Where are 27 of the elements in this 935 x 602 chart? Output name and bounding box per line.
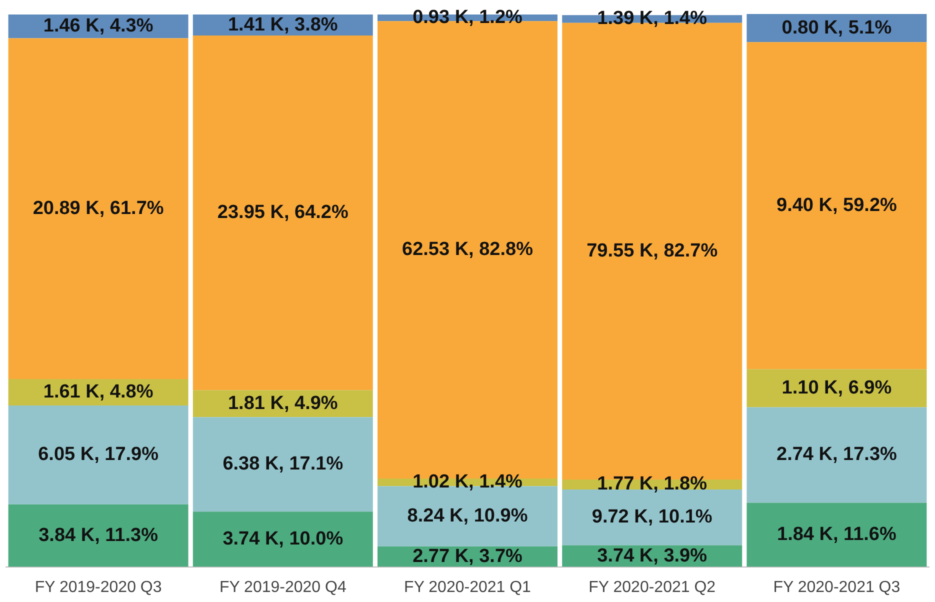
data-label: 62.53 K, 82.8% — [402, 239, 534, 260]
data-label: 3.74 K, 10.0% — [222, 528, 344, 550]
data-label: 0.80 K, 5.1% — [782, 17, 892, 38]
x-tick-label: FY 2020-2021 Q3 — [773, 578, 900, 596]
data-label: 1.81 K, 4.9% — [228, 392, 338, 414]
data-label: 2.77 K, 3.7% — [412, 546, 523, 567]
data-label: 79.55 K, 82.7% — [586, 240, 718, 262]
data-label: 1.41 K, 3.8% — [228, 14, 338, 36]
data-label: 1.61 K, 4.8% — [43, 382, 154, 403]
data-label: 1.10 K, 6.9% — [782, 377, 892, 398]
data-label: 20.89 K, 61.7% — [32, 198, 164, 219]
data-label: 8.24 K, 10.9% — [407, 506, 528, 527]
data-label: 6.38 K, 17.1% — [222, 454, 344, 475]
x-tick-label: FY 2020-2021 Q2 — [588, 578, 716, 596]
data-label: 9.72 K, 10.1% — [592, 506, 712, 528]
data-label: 23.95 K, 64.2% — [217, 202, 348, 224]
x-tick-label: FY 2019-2020 Q3 — [34, 578, 162, 596]
x-tick-label: FY 2020-2021 Q1 — [404, 578, 532, 596]
data-label: 1.46 K, 4.3% — [43, 16, 154, 37]
data-label: 3.74 K, 3.9% — [597, 545, 708, 566]
data-label: 1.77 K, 1.8% — [597, 474, 708, 495]
data-label: 1.84 K, 11.6% — [777, 524, 896, 546]
data-label: 6.05 K, 17.9% — [38, 444, 159, 466]
data-label: 3.84 K, 11.3% — [38, 524, 158, 546]
x-tick-label: FY 2019-2020 Q4 — [219, 578, 346, 596]
data-label: 2.74 K, 17.3% — [776, 444, 898, 466]
data-label: 9.40 K, 59.2% — [776, 194, 898, 216]
